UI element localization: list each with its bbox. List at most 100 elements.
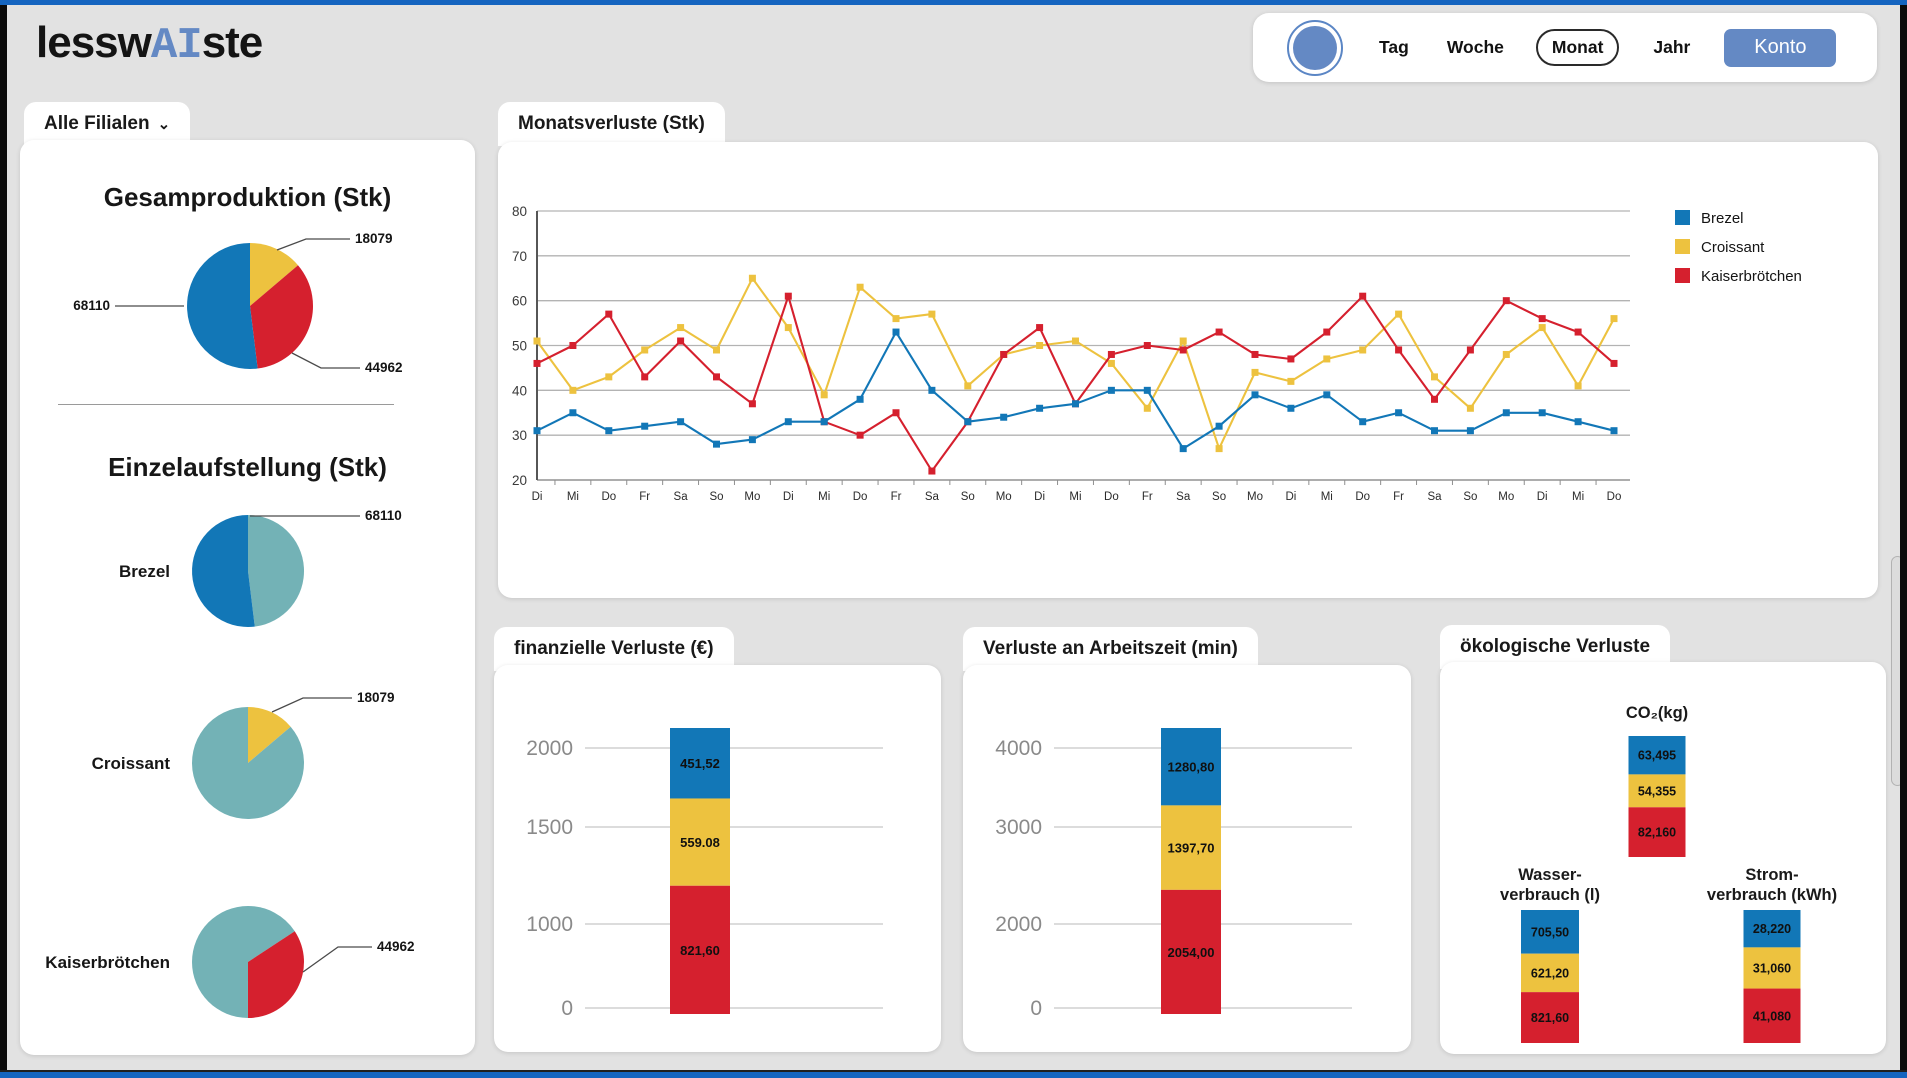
x-axis-day-label: Di — [783, 491, 794, 503]
data-point-marker — [569, 342, 577, 349]
x-axis-day-label: Di — [532, 491, 543, 503]
avatar[interactable] — [1287, 19, 1343, 76]
x-axis-day-label: Do — [1104, 491, 1119, 503]
eco-bar-segment-kaiserbrötchen — [1743, 988, 1801, 1043]
app-logo: lesswAIste — [36, 18, 263, 71]
data-point-marker — [1107, 359, 1115, 367]
legend-swatch — [1675, 210, 1690, 225]
ecological-losses-panel: CO₂(kg) 63,495 54,355 82,160 Wasser-verbrauc… — [1440, 662, 1886, 1054]
series-line — [536, 277, 1615, 450]
legend-swatch — [1675, 268, 1690, 283]
ecological-losses-tab: ökologische Verluste — [1440, 625, 1671, 669]
eco-bar-title: Wasser- — [1518, 866, 1582, 884]
data-point-marker — [1072, 337, 1079, 345]
chevron-down-icon: ⌄ — [157, 116, 171, 133]
kaiserbroetchen-pie-chart: Kaiserbrötchen 44962 — [45, 906, 415, 1018]
pie-callout-line — [271, 697, 352, 713]
eco-bar-segment-value: 621,20 — [1531, 966, 1569, 980]
financial-losses-panel: 2000 1500 1000 0 451,52 559.08 821,60 — [494, 665, 941, 1052]
bar-segment-croissant — [1161, 805, 1221, 890]
data-point-marker — [1466, 427, 1474, 435]
nav-tag[interactable]: Tag — [1379, 37, 1409, 57]
x-axis-day-label: So — [709, 491, 723, 503]
data-point-marker — [1574, 418, 1582, 426]
x-axis-day-label: Do — [1607, 491, 1622, 503]
data-point-marker — [1143, 342, 1151, 349]
data-point-marker — [605, 310, 613, 318]
data-point-marker — [713, 346, 720, 354]
data-point-marker — [641, 373, 649, 381]
data-point-marker — [1323, 328, 1331, 336]
y-axis-tick-label: 40 — [512, 383, 527, 398]
monthly-losses-panel: 80 70 60 50 40 30 20 Di Mi Do Fr Sa So Mo Di Mi Do Fr Sa So… — [498, 142, 1878, 598]
eco-bar-segment-kaiserbrötchen — [1628, 807, 1686, 857]
worktime-losses-panel: 4000 3000 2000 0 1280,80 1397,70 2054,00 — [963, 665, 1411, 1052]
data-point-marker — [928, 310, 936, 318]
ecological-losses-title: ökologische Verluste — [1460, 636, 1651, 657]
x-axis-day-label: Di — [1537, 491, 1548, 503]
pie-row-name: Croissant — [92, 754, 171, 773]
konto-button[interactable]: Konto — [1724, 28, 1837, 67]
data-point-marker — [1287, 377, 1295, 385]
data-point-marker — [1036, 404, 1044, 412]
y-axis-tick-label: 0 — [1030, 997, 1042, 1020]
worktime-losses-bar-chart: 4000 3000 2000 0 1280,80 1397,70 2054,00 — [995, 728, 1352, 1020]
data-point-marker — [1143, 386, 1151, 394]
data-point-marker — [1610, 359, 1618, 367]
x-axis-day-label: Sa — [1176, 491, 1191, 503]
x-axis-day-label: So — [1463, 491, 1477, 503]
eco-bar-title: verbrauch (l) — [1500, 886, 1600, 904]
y-axis-tick-label: 20 — [512, 473, 527, 488]
x-axis-day-label: So — [961, 491, 975, 503]
branch-filter-dropdown[interactable]: Alle Filialen ⌄ — [24, 102, 191, 146]
data-point-marker — [856, 395, 864, 403]
financial-losses-tab: finanzielle Verluste (€) — [494, 627, 734, 671]
pie-value-label: 44962 — [377, 939, 415, 954]
data-point-marker — [784, 324, 792, 332]
x-axis-day-label: Mi — [1572, 491, 1584, 503]
nav-jahr[interactable]: Jahr — [1653, 37, 1691, 57]
series-kaiserbrötchen — [533, 292, 1618, 475]
bar-segment-value: 1280,80 — [1168, 760, 1215, 775]
monthly-losses-tab: Monatsverluste (Stk) — [498, 102, 725, 146]
data-point-marker — [1287, 404, 1295, 412]
nav-monat-selected[interactable]: Monat — [1535, 29, 1620, 66]
data-point-marker — [1431, 427, 1438, 435]
worktime-losses-title: Verluste an Arbeitszeit (min) — [983, 638, 1238, 659]
data-point-marker — [1466, 404, 1474, 412]
x-axis-day-label: Do — [601, 491, 616, 503]
pie-value-label: 44962 — [365, 360, 403, 375]
nav-woche[interactable]: Woche — [1446, 37, 1504, 57]
series-brezel — [533, 328, 1618, 453]
legend-swatch — [1675, 239, 1690, 254]
data-point-marker — [748, 400, 756, 408]
x-axis-day-label: Mo — [1498, 491, 1514, 503]
x-axis-day-label: Fr — [1393, 491, 1404, 503]
y-axis-tick-label: 3000 — [995, 816, 1042, 839]
data-point-marker — [748, 436, 756, 444]
sidebar-divider — [58, 404, 394, 405]
data-point-marker — [1036, 342, 1044, 349]
legend-label: Croissant — [1701, 239, 1765, 256]
legend-label: Kaiserbrötchen — [1701, 268, 1802, 285]
x-axis-day-label: Mi — [1321, 491, 1333, 503]
pie-slice — [247, 931, 304, 1018]
x-axis-day-label: Sa — [925, 491, 940, 503]
bar-segment-value: 1397,70 — [1168, 841, 1215, 856]
data-point-marker — [820, 391, 828, 399]
eco-bar-segment-croissant — [1628, 774, 1686, 808]
data-point-marker — [1143, 404, 1151, 412]
data-point-marker — [748, 274, 756, 282]
financial-losses-title: finanzielle Verluste (€) — [514, 638, 714, 659]
pie-slice — [192, 707, 305, 819]
eco-bar-segment-brezel — [1628, 736, 1686, 775]
x-axis-day-label: Sa — [674, 491, 689, 503]
x-axis-day-label: Mi — [1069, 491, 1081, 503]
data-point-marker — [641, 346, 649, 354]
logo-text-pre: lessw — [36, 18, 152, 67]
eco-bar-title: Strom- — [1745, 866, 1798, 884]
financial-losses-bar-chart: 2000 1500 1000 0 451,52 559.08 821,60 — [526, 728, 883, 1020]
data-point-marker — [1538, 315, 1546, 323]
data-point-marker — [1251, 368, 1259, 376]
x-axis-day-label: Di — [1034, 491, 1045, 503]
